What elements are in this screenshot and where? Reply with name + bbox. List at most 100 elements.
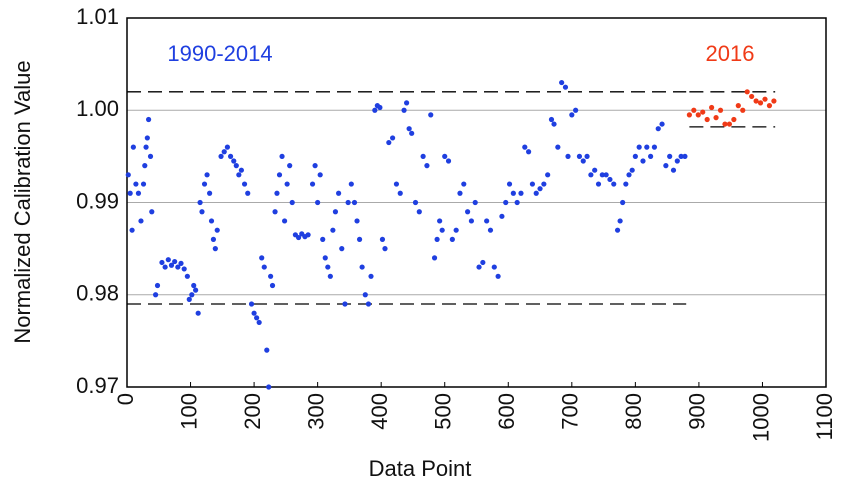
data-point: [663, 163, 669, 169]
x-tick-label: 700: [558, 393, 583, 430]
data-point: [233, 163, 239, 169]
data-point: [757, 100, 764, 106]
data-point: [562, 84, 569, 90]
data-point: [434, 236, 440, 242]
data-point: [753, 98, 759, 104]
x-tick-label: 800: [621, 393, 646, 430]
data-point: [559, 79, 565, 86]
data-point: [281, 218, 288, 224]
x-tick-label: 0: [113, 393, 138, 405]
data-point: [691, 107, 697, 113]
data-point: [771, 98, 777, 104]
x-tick-label: 600: [494, 393, 519, 430]
data-point: [401, 107, 407, 113]
data-point: [365, 301, 372, 307]
data-point: [142, 163, 148, 169]
data-point: [484, 218, 490, 224]
data-point: [379, 236, 386, 242]
data-point: [526, 149, 532, 155]
data-point: [245, 190, 251, 196]
series-label: 1990-2014: [167, 41, 272, 66]
data-point: [315, 199, 321, 206]
data-point: [607, 176, 613, 183]
data-point: [186, 296, 192, 302]
data-point: [236, 172, 242, 178]
data-point: [210, 236, 217, 242]
data-point: [351, 199, 358, 206]
x-tick-label: 1100: [812, 393, 837, 440]
data-point: [744, 89, 750, 95]
data-point: [266, 384, 272, 390]
data-point: [674, 158, 680, 164]
data-point: [584, 153, 590, 159]
data-point: [325, 264, 331, 270]
data-point: [254, 315, 260, 321]
data-point: [368, 273, 374, 279]
data-point: [320, 236, 326, 242]
series-label: 2016: [706, 41, 755, 66]
data-point: [445, 158, 452, 164]
data-point: [620, 199, 626, 206]
data-point: [439, 227, 445, 233]
data-point: [573, 107, 579, 113]
data-point: [465, 209, 471, 215]
data-point: [617, 218, 623, 224]
data-point: [713, 115, 719, 121]
data-point: [140, 181, 147, 187]
data-point: [603, 172, 609, 178]
data-point: [317, 172, 323, 178]
data-point: [197, 199, 203, 206]
data-point: [191, 282, 197, 289]
data-point: [717, 107, 724, 113]
data-point: [506, 181, 513, 187]
data-point: [695, 112, 701, 118]
data-point: [130, 144, 136, 150]
data-point: [632, 153, 638, 159]
data-point: [611, 181, 617, 187]
data-point: [221, 149, 227, 155]
plot-frame: [126, 17, 827, 388]
data-point: [165, 257, 171, 263]
data-point: [499, 213, 505, 219]
data-point: [416, 209, 422, 215]
data-point: [599, 172, 605, 178]
data-point: [670, 167, 677, 173]
data-point: [623, 181, 629, 187]
data-point: [588, 172, 594, 178]
data-point: [184, 273, 190, 279]
data-point: [409, 130, 415, 136]
data-point: [655, 126, 661, 132]
data-point: [127, 190, 133, 196]
x-tick-label: 900: [685, 393, 710, 430]
data-point: [495, 273, 501, 279]
data-point: [125, 172, 131, 178]
data-point: [522, 144, 528, 150]
data-point: [207, 190, 213, 196]
data-point: [362, 292, 368, 298]
data-point: [348, 181, 354, 187]
data-point: [199, 209, 205, 215]
data-point: [204, 172, 210, 178]
data-point: [279, 153, 285, 159]
data-point: [390, 135, 396, 141]
data-point: [359, 264, 365, 270]
x-tick-label: 400: [367, 393, 392, 430]
data-point: [212, 246, 218, 252]
data-point: [251, 310, 257, 316]
data-point: [704, 116, 710, 123]
data-point: [393, 181, 400, 187]
data-point: [686, 112, 692, 118]
data-point: [740, 107, 746, 113]
y-tick-label: 0.97: [76, 373, 119, 398]
data-point: [541, 181, 547, 187]
data-point: [276, 172, 283, 178]
data-point: [457, 190, 463, 196]
data-point: [172, 258, 178, 265]
data-point: [476, 264, 482, 270]
data-point: [749, 93, 755, 100]
data-point: [332, 209, 339, 215]
data-point: [468, 218, 475, 224]
data-point: [487, 227, 494, 233]
data-point: [682, 153, 688, 159]
